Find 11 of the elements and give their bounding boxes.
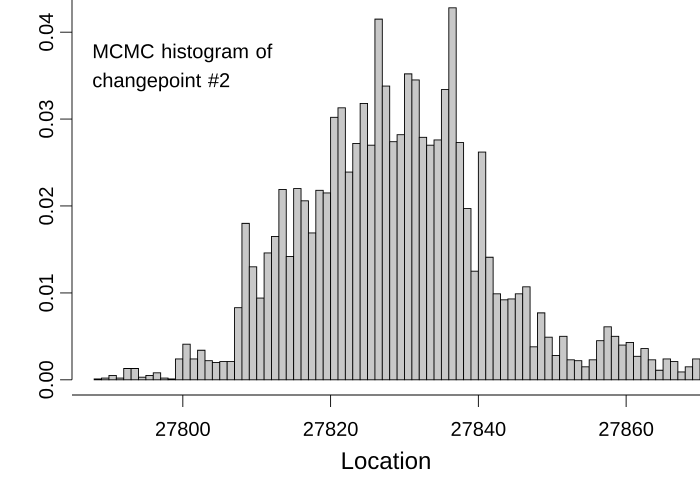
- y-tick-label: 0.00: [39, 361, 54, 398]
- y-tick-label: 0.01: [39, 274, 54, 312]
- y-tick-label: 0.02: [39, 188, 54, 225]
- x-tick-label: 27800: [156, 422, 210, 436]
- x-tick-label: 27840: [452, 422, 506, 436]
- y-tick-label: 0.03: [39, 100, 54, 138]
- x-tick-label: 27820: [304, 422, 358, 436]
- annotation: MCMC histogram of changepoint #2: [93, 44, 272, 92]
- x-axis-title: Location: [342, 452, 430, 470]
- y-tick-label: 0.04: [39, 13, 54, 51]
- x-tick-label: 27860: [599, 422, 654, 436]
